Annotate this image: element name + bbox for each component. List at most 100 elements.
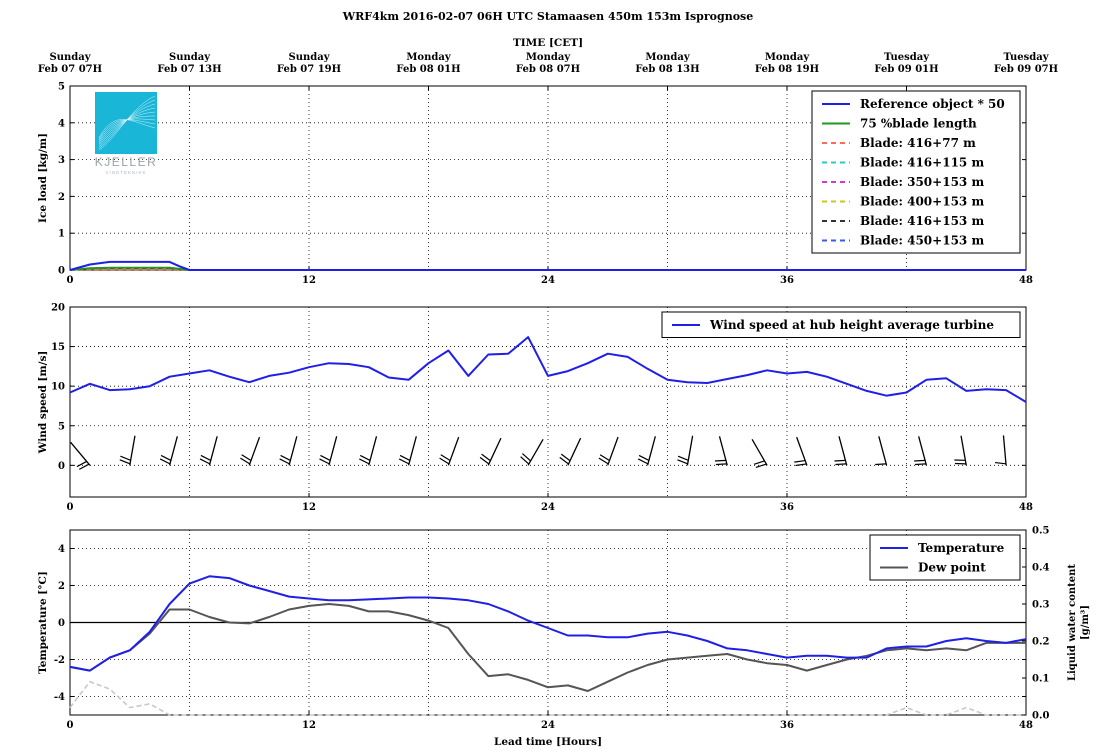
legend-label: Reference object * 50 <box>860 97 1005 111</box>
wind-barb-staff <box>208 436 218 466</box>
wind-barb-feather <box>794 459 806 463</box>
top-tick-day: Tuesday <box>1003 52 1049 63</box>
y-tick-label: 0 <box>58 461 65 472</box>
legend: Temperature Dew point <box>869 534 1021 581</box>
top-tick-date: Feb 08 19H <box>755 64 819 75</box>
x-tick-label: 36 <box>780 720 794 731</box>
wind-barb-staff <box>751 439 768 466</box>
top-tick-date: Feb 08 01H <box>396 64 460 75</box>
wind-barb-staff <box>527 439 544 466</box>
top-tick-date: Feb 09 01H <box>874 64 938 75</box>
logo-wave-line <box>98 95 156 151</box>
wind-barb-staff <box>368 436 378 466</box>
y2-axis-label: Liquid water content <box>1067 564 1078 681</box>
legend-label: Blade: 400+153 m <box>860 195 984 209</box>
wind-barb-feather <box>638 454 650 461</box>
series-line <box>69 336 1027 403</box>
wind-barb-feather <box>199 458 211 465</box>
top-tick-date: Feb 09 07H <box>994 64 1058 75</box>
wind-barb-feather <box>560 453 571 462</box>
y-tick-label: -4 <box>54 692 65 703</box>
y2-tick-label: 0.5 <box>1032 526 1049 537</box>
top-tick-day: Monday <box>406 52 451 63</box>
x-tick-label: 36 <box>780 275 794 286</box>
wind-barb-feather <box>119 459 131 465</box>
wind-barb-feather <box>834 459 846 462</box>
logo-text: KJELLER <box>95 155 158 169</box>
wind-barb-feather <box>78 463 90 470</box>
logo-wave-line <box>98 118 156 142</box>
wind-barb-feather <box>714 459 726 462</box>
wind-barb-staff <box>718 436 728 466</box>
wind-barb-feather <box>160 454 172 461</box>
wind-barb-staff <box>248 436 261 466</box>
wind-barb-feather <box>994 461 1007 465</box>
legend-label: Blade: 416+115 m <box>860 156 984 170</box>
wind-barb-feather <box>520 456 530 465</box>
top-tick-date: Feb 08 07H <box>516 64 580 75</box>
legend-box <box>869 534 1021 581</box>
series-line <box>69 260 1026 271</box>
y-axis-label: Temperature [°C] <box>37 571 49 674</box>
logo-wave-line <box>98 107 156 146</box>
y-tick-label: 3 <box>58 155 65 166</box>
x-tick-label: 0 <box>67 502 74 513</box>
wind-barb-feather <box>598 457 609 465</box>
legend: Reference object * 50 75 %blade length Bla… <box>811 90 1021 254</box>
y-axis-label: Ice load [kg/m] <box>37 133 49 223</box>
legend-label: Dew point <box>918 561 986 575</box>
x-tick-label: 12 <box>302 720 316 731</box>
wind-barb-feather <box>755 463 767 469</box>
wind-barb-feather <box>319 458 330 465</box>
wind-barb-feather <box>677 459 688 465</box>
wind-barb-feather <box>279 458 290 465</box>
x-axis-label: Lead time [Hours] <box>494 736 602 748</box>
wind-barb-feather <box>753 460 765 465</box>
wind-barb-feather <box>398 458 410 465</box>
wind-barb-staff <box>918 436 928 466</box>
logo-subtext: VINDTEKNIKK <box>105 170 146 175</box>
wind-barb-staff <box>129 435 136 466</box>
y2-tick-label: 0.4 <box>1032 563 1049 574</box>
wind-barb-staff <box>328 436 338 466</box>
wind-barb-feather <box>439 457 450 465</box>
wind-speed-panel: 0 5 10 15 20 0 12 24 36 48 Wind speed [m/s] Wind sp… <box>37 303 1033 514</box>
wind-barb-staff <box>168 436 178 466</box>
top-tick-date: Feb 07 19H <box>277 64 341 75</box>
x-tick-label: 0 <box>67 275 74 286</box>
legend-box <box>811 90 1021 254</box>
wind-barb-feather <box>795 463 807 467</box>
y-tick-label: 10 <box>51 382 65 393</box>
y-tick-label: 0 <box>58 266 65 277</box>
y-tick-label: 0 <box>58 618 65 629</box>
x-tick-label: 0 <box>67 720 74 731</box>
legend-label: Temperature <box>918 541 1005 555</box>
wind-barb-staff <box>487 437 502 466</box>
wind-barb-staff <box>796 436 808 466</box>
wind-barb-staff <box>407 436 417 466</box>
top-tick-day: Sunday <box>288 52 330 63</box>
top-tick-date: Feb 07 13H <box>157 64 221 75</box>
wind-barb-feather <box>599 454 610 462</box>
top-tick-day: Sunday <box>169 52 211 63</box>
y-tick-label: 4 <box>58 544 65 555</box>
wind-barbs <box>70 435 1007 470</box>
top-tick-day: Monday <box>526 52 571 63</box>
wind-barb-feather <box>241 454 252 462</box>
logo-wave-line <box>98 119 156 139</box>
wind-barb-feather <box>76 460 87 468</box>
wind-barb-feather <box>240 457 251 465</box>
y-tick-label: 20 <box>51 303 65 314</box>
wind-barb-feather <box>440 454 451 462</box>
wind-barb-staff <box>70 441 91 466</box>
top-tick-day: Sunday <box>49 52 91 63</box>
y2-tick-label: 0.1 <box>1032 674 1049 685</box>
y-tick-label: 1 <box>58 229 65 240</box>
wind-barb-feather <box>875 463 887 466</box>
grid <box>70 307 1026 497</box>
wind-barb-feather <box>835 463 847 466</box>
x-tick-label: 48 <box>1019 275 1033 286</box>
